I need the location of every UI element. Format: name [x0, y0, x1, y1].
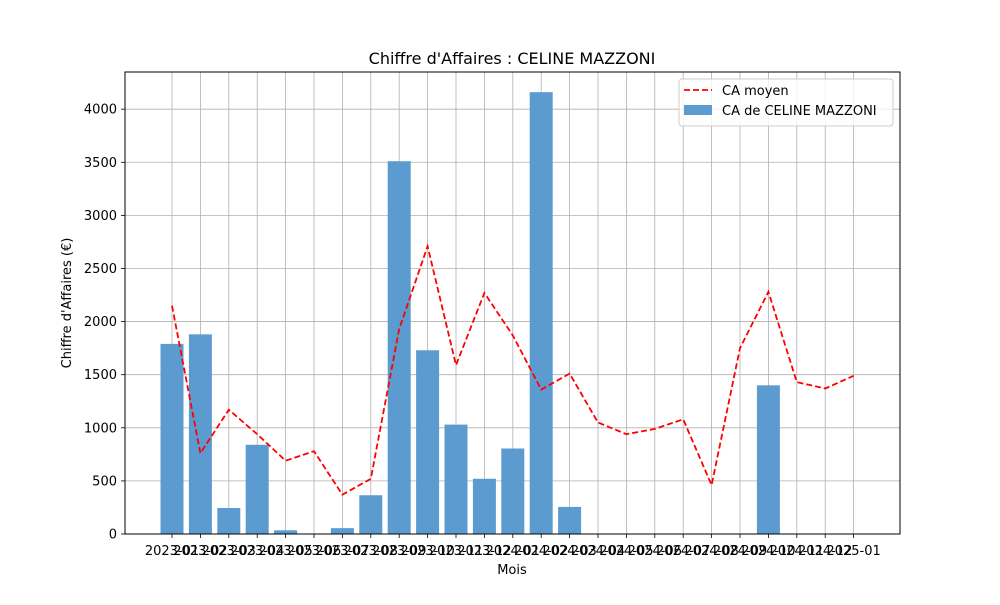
legend-label-bars: CA de CELINE MAZZONI	[722, 104, 877, 119]
x-tick-label: 2024-01	[486, 544, 540, 559]
bar	[160, 343, 184, 534]
y-axis-ticks: 0 500 1000 1500 2000 2500 3000 3500 4000	[84, 103, 125, 543]
y-tick-label: 1000	[84, 421, 117, 436]
x-tick-label: 2023-02	[173, 544, 227, 559]
y-tick-label: 3000	[84, 209, 117, 224]
bar	[416, 350, 440, 534]
x-tick-label: 2023-12	[457, 544, 511, 559]
y-axis-title: Chiffre d'Affaires (€)	[60, 238, 75, 369]
bar	[217, 507, 241, 534]
line-series	[171, 242, 854, 496]
y-tick-label: 4000	[84, 103, 117, 118]
x-tick-label: 2024-05	[599, 544, 653, 559]
x-tick-label: 2023-07	[315, 544, 369, 559]
legend-bar-swatch	[684, 105, 712, 115]
bar	[501, 448, 525, 534]
legend: CA moyen CA de CELINE MAZZONI	[678, 78, 894, 127]
x-axis-title: Mois	[497, 563, 527, 578]
x-tick-label: 2023-10	[400, 544, 454, 559]
x-axis-ticks: 2023-012023-022023-032023-042023-052023-…	[145, 534, 881, 559]
x-tick-label: 2024-07	[656, 544, 710, 559]
x-tick-label: 2025-01	[826, 544, 880, 559]
average-line	[171, 242, 854, 496]
bar	[558, 506, 582, 534]
chart-title: Chiffre d'Affaires : CELINE MAZZONI	[369, 49, 656, 68]
x-tick-label: 2023-08	[344, 544, 398, 559]
bar	[245, 444, 269, 534]
x-tick-label: 2024-09	[713, 544, 767, 559]
x-tick-label: 2024-08	[684, 544, 738, 559]
y-tick-label: 1500	[84, 368, 117, 383]
y-tick-label: 3500	[84, 156, 117, 171]
x-tick-label: 2024-02	[514, 544, 568, 559]
bar	[472, 478, 496, 534]
x-tick-label: 2024-12	[798, 544, 852, 559]
x-tick-label: 2024-10	[741, 544, 795, 559]
x-tick-label: 2024-04	[571, 544, 625, 559]
bar	[387, 161, 411, 534]
x-tick-label: 2023-11	[429, 544, 483, 559]
x-tick-label: 2023-01	[145, 544, 199, 559]
x-tick-label: 2024-06	[628, 544, 682, 559]
x-tick-label: 2024-03	[542, 544, 596, 559]
x-tick-label: 2023-03	[202, 544, 256, 559]
y-tick-label: 500	[92, 474, 117, 489]
legend-label-average: CA moyen	[722, 84, 789, 99]
bar	[756, 385, 780, 534]
y-tick-label: 2500	[84, 262, 117, 277]
bar	[359, 495, 383, 534]
bar	[444, 424, 468, 534]
x-tick-label: 2023-06	[287, 544, 341, 559]
x-tick-label: 2023-05	[258, 544, 312, 559]
bar	[188, 334, 212, 534]
bar	[529, 92, 553, 534]
legend-box	[678, 78, 894, 127]
bar	[330, 528, 354, 534]
x-tick-label: 2023-04	[230, 544, 284, 559]
y-tick-label: 0	[109, 528, 117, 543]
bar-series	[160, 92, 780, 534]
y-tick-label: 2000	[84, 315, 117, 330]
x-tick-label: 2023-09	[372, 544, 426, 559]
x-tick-label: 2024-11	[770, 544, 824, 559]
bar	[274, 530, 298, 534]
